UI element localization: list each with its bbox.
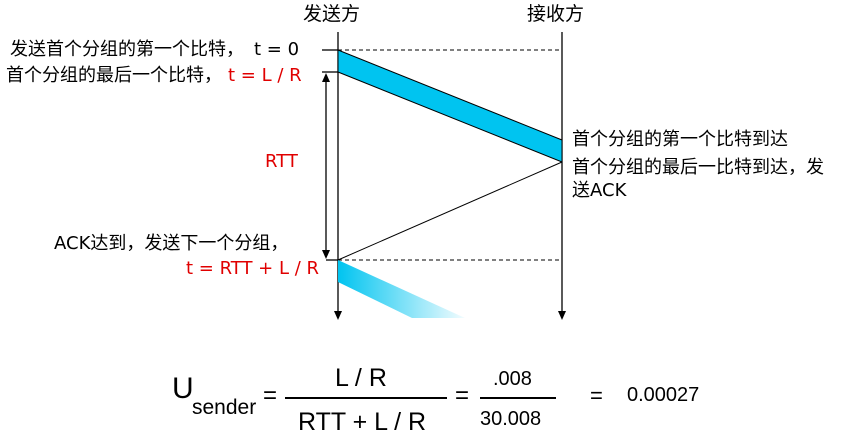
- utilization-result: 0.00027: [627, 384, 700, 406]
- equals-sign-2: =: [455, 382, 470, 409]
- first-bit-label: 发送首个分组的第一个比特， t = 0: [10, 39, 299, 61]
- sender-header: 发送方: [303, 3, 361, 25]
- value-numerator: .008: [493, 368, 532, 390]
- first-bit-time: t = 0: [254, 39, 300, 60]
- first-bit-text: 发送首个分组的第一个比特，: [10, 39, 244, 60]
- rtt-label: RTT: [265, 151, 298, 172]
- last-bit-text: 首个分组的最后一个比特，: [6, 65, 222, 86]
- receiver-header: 接收方: [527, 3, 585, 25]
- utilization-symbol: U: [172, 372, 194, 405]
- utilization-subscript: sender: [192, 396, 257, 419]
- last-bit-label: 首个分组的最后一个比特， t = L / R: [6, 65, 302, 87]
- equals-sign-3: =: [590, 383, 603, 408]
- second-packet-band: [338, 260, 465, 318]
- receiver-timeline-arrowhead: [558, 311, 566, 320]
- value-denominator: 30.008: [480, 408, 542, 430]
- formula-denominator: RTT + L / R: [298, 408, 427, 436]
- sender-timeline-arrowhead: [334, 311, 342, 320]
- first-packet-band: [337, 49, 563, 163]
- ack-line: [337, 161, 563, 261]
- formula-numerator: L / R: [335, 364, 387, 392]
- rtt-arrowhead-up: [322, 73, 330, 82]
- ack-arrive-time: t = RTT + L / R: [186, 258, 320, 279]
- last-bit-time: t = L / R: [228, 65, 302, 86]
- equals-sign-1: =: [263, 382, 278, 409]
- ack-arrive-label: ACK达到，发送下一个分组，: [54, 233, 289, 254]
- rtt-arrowhead-down: [322, 250, 330, 259]
- last-bit-arrive-label-line1: 首个分组的最后一比特到达，发: [572, 157, 824, 178]
- first-bit-arrive-label: 首个分组的第一个比特到达: [572, 129, 788, 150]
- last-bit-arrive-label-line2: 送ACK: [572, 180, 627, 201]
